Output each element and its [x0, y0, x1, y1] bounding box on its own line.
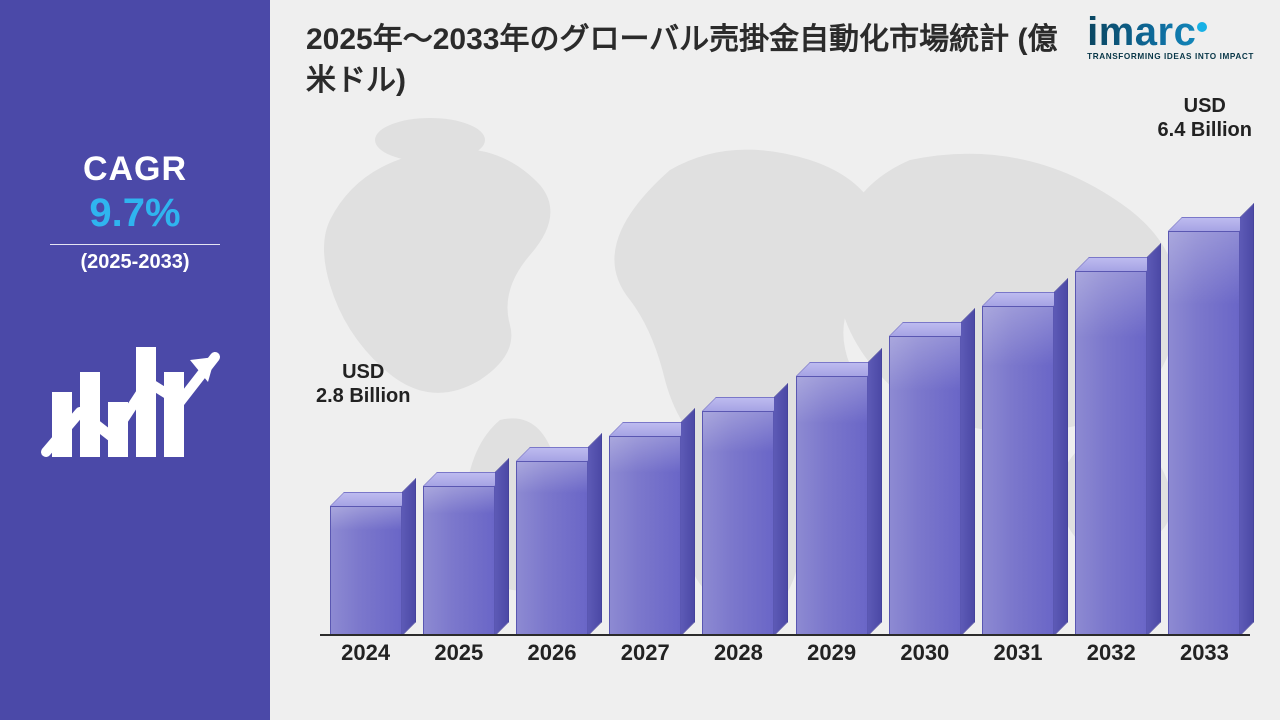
bar-chart: USD 2.8 Billion USD 6.4 Billion 20242025… [320, 130, 1250, 680]
cagr-value: 9.7% [89, 191, 180, 236]
bar-slot [699, 411, 778, 636]
bar-slot [978, 306, 1057, 636]
sidebar: CAGR 9.7% (2025-2033) [0, 0, 270, 720]
bar [423, 486, 495, 636]
main-panel: 2025年～2033年のグローバル売掛金自動化市場統計 (億米ドル) imarc… [270, 0, 1280, 720]
bar [982, 306, 1054, 636]
growth-chart-icon [40, 302, 230, 477]
x-label: 2031 [978, 640, 1057, 680]
cagr-label: CAGR [83, 150, 187, 189]
bar [330, 506, 402, 636]
logo-word: imarc [1087, 14, 1254, 50]
x-label: 2024 [326, 640, 405, 680]
cagr-period: (2025-2033) [81, 251, 190, 274]
page-title: 2025年～2033年のグローバル売掛金自動化市場統計 (億米ドル) [306, 20, 1066, 101]
x-label: 2029 [792, 640, 871, 680]
x-label: 2033 [1165, 640, 1244, 680]
x-label: 2030 [885, 640, 964, 680]
x-label: 2032 [1072, 640, 1151, 680]
bar [1168, 231, 1240, 636]
logo-dot-icon [1197, 22, 1207, 32]
bar [889, 336, 961, 636]
bar [702, 411, 774, 636]
divider [50, 244, 220, 245]
bar [796, 376, 868, 636]
bar [609, 436, 681, 636]
brand-logo: imarc TRANSFORMING IDEAS INTO IMPACT [1087, 14, 1254, 61]
bar-slot [1165, 231, 1244, 636]
x-axis [320, 634, 1250, 636]
bar-slot [885, 336, 964, 636]
bar-slot [326, 506, 405, 636]
bar [516, 461, 588, 636]
x-label: 2028 [699, 640, 778, 680]
bar-slot [419, 486, 498, 636]
bar-slot [1072, 271, 1151, 636]
bars-container [320, 130, 1250, 636]
x-label: 2026 [512, 640, 591, 680]
bar-slot [606, 436, 685, 636]
bar [1075, 271, 1147, 636]
logo-tagline: TRANSFORMING IDEAS INTO IMPACT [1087, 52, 1254, 61]
x-label: 2027 [606, 640, 685, 680]
x-label: 2025 [419, 640, 498, 680]
x-labels: 2024 2025 2026 2027 2028 2029 2030 2031 2032 2033 [320, 640, 1250, 680]
bar-slot [512, 461, 591, 636]
bar-slot [792, 376, 871, 636]
